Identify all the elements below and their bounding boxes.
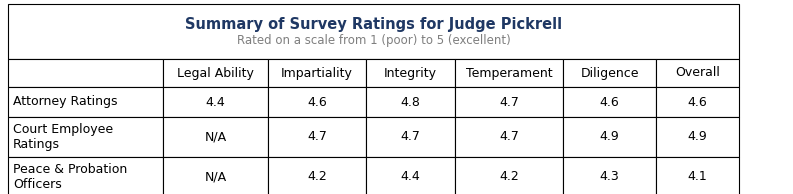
Bar	[563, 59, 656, 87]
Text: Impartiality: Impartiality	[281, 67, 353, 80]
Bar	[8, 87, 163, 117]
Text: 4.6: 4.6	[688, 95, 707, 108]
Bar	[8, 157, 163, 194]
Bar	[366, 59, 455, 87]
Bar	[8, 117, 163, 157]
Bar	[268, 157, 366, 194]
Bar	[563, 117, 656, 157]
Bar	[366, 87, 455, 117]
Text: N/A: N/A	[205, 131, 227, 144]
Bar	[268, 59, 366, 87]
Text: Temperament: Temperament	[465, 67, 552, 80]
Bar	[455, 87, 563, 117]
Text: Diligence: Diligence	[580, 67, 638, 80]
Bar	[163, 117, 268, 157]
Text: 4.9: 4.9	[688, 131, 707, 144]
Text: 4.1: 4.1	[688, 171, 707, 184]
Bar	[163, 157, 268, 194]
Text: 4.9: 4.9	[600, 131, 619, 144]
Text: 4.4: 4.4	[205, 95, 225, 108]
Text: 4.4: 4.4	[400, 171, 420, 184]
Bar	[455, 157, 563, 194]
Text: 4.2: 4.2	[499, 171, 519, 184]
Text: 4.6: 4.6	[307, 95, 327, 108]
Bar	[8, 59, 163, 87]
Text: Rated on a scale from 1 (poor) to 5 (excellent): Rated on a scale from 1 (poor) to 5 (exc…	[236, 34, 511, 47]
Bar	[455, 59, 563, 87]
Bar	[8, 4, 739, 59]
Bar	[455, 117, 563, 157]
Text: Legal Ability: Legal Ability	[177, 67, 254, 80]
Text: Integrity: Integrity	[384, 67, 437, 80]
Bar	[656, 117, 739, 157]
Text: N/A: N/A	[205, 171, 227, 184]
Text: Court Employee
Ratings: Court Employee Ratings	[13, 123, 113, 151]
Bar	[268, 87, 366, 117]
Bar	[163, 59, 268, 87]
Text: 4.8: 4.8	[400, 95, 420, 108]
Text: Summary of Survey Ratings for Judge Pickrell: Summary of Survey Ratings for Judge Pick…	[185, 17, 562, 32]
Text: 4.3: 4.3	[600, 171, 619, 184]
Bar	[268, 117, 366, 157]
Text: 4.2: 4.2	[307, 171, 327, 184]
Bar	[563, 157, 656, 194]
Bar	[163, 87, 268, 117]
Text: 4.7: 4.7	[307, 131, 327, 144]
Bar	[656, 157, 739, 194]
Text: Attorney Ratings: Attorney Ratings	[13, 95, 117, 108]
Text: 4.7: 4.7	[499, 131, 519, 144]
Bar	[366, 117, 455, 157]
Bar	[656, 87, 739, 117]
Text: Overall: Overall	[675, 67, 720, 80]
Text: 4.7: 4.7	[499, 95, 519, 108]
Text: 4.7: 4.7	[400, 131, 420, 144]
Bar	[563, 87, 656, 117]
Bar	[656, 59, 739, 87]
Text: Peace & Probation
Officers: Peace & Probation Officers	[13, 163, 127, 191]
Text: 4.6: 4.6	[600, 95, 619, 108]
Bar	[366, 157, 455, 194]
